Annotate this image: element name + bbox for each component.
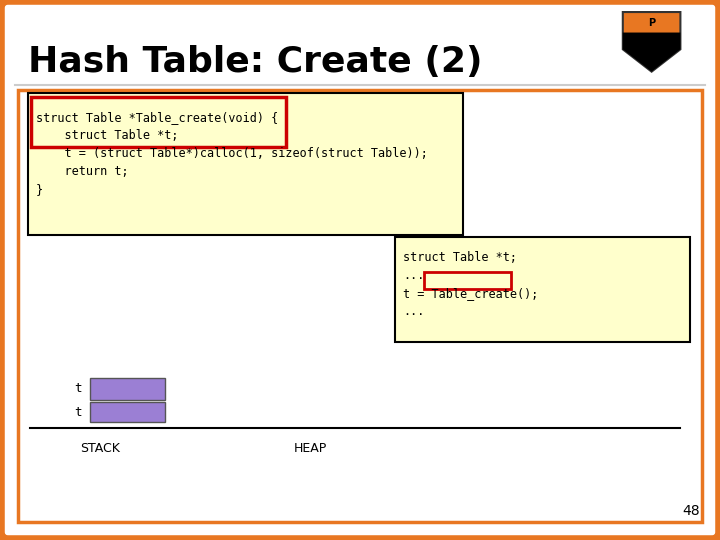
Text: STACK: STACK — [80, 442, 120, 455]
Bar — [31, 97, 286, 147]
Text: P: P — [648, 18, 655, 28]
Text: t = Table_create();: t = Table_create(); — [403, 287, 539, 300]
Bar — [424, 272, 510, 289]
Text: Hash Table: Create (2): Hash Table: Create (2) — [28, 45, 482, 79]
Bar — [395, 237, 690, 342]
Text: struct Table *t;: struct Table *t; — [403, 251, 517, 264]
Polygon shape — [623, 32, 680, 72]
Text: ...: ... — [403, 269, 424, 282]
Bar — [90, 378, 165, 400]
Text: t: t — [74, 406, 82, 419]
Polygon shape — [623, 12, 680, 72]
Text: HEAP: HEAP — [293, 442, 327, 455]
Bar — [90, 402, 165, 422]
Text: ...: ... — [403, 305, 424, 318]
Text: }: } — [36, 183, 43, 196]
Text: struct Table *Table_create(void) {: struct Table *Table_create(void) { — [36, 111, 278, 124]
Text: 48: 48 — [683, 504, 700, 518]
Text: t = (struct Table*)calloc(1, sizeof(struct Table));: t = (struct Table*)calloc(1, sizeof(stru… — [36, 147, 428, 160]
Text: struct Table *t;: struct Table *t; — [36, 129, 179, 142]
Bar — [28, 93, 463, 235]
Text: return t;: return t; — [36, 165, 129, 178]
Bar — [18, 90, 702, 522]
Text: t: t — [74, 382, 82, 395]
